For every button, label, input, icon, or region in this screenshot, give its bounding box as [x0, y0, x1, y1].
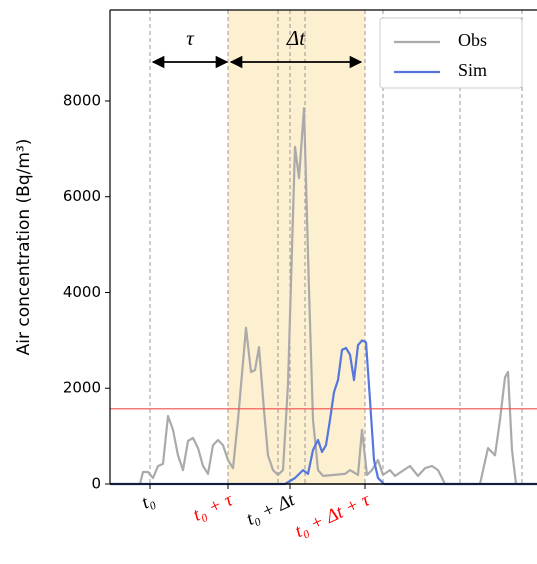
shaded-span [228, 10, 365, 484]
x-tick-label: t₀ [138, 489, 158, 513]
y-tick-label: 4000 [63, 283, 101, 301]
legend-label: Obs [458, 30, 487, 50]
legend-box [379, 17, 523, 89]
y-tick-label: 2000 [63, 379, 101, 397]
y-axis-label: Air concentration (Bq/m³) [14, 139, 34, 356]
legend-label: Sim [458, 60, 487, 80]
x-tick-label: t₀ + Δt [243, 489, 298, 530]
x-tick-label: t₀ + Δt + τ [292, 489, 374, 542]
annotation-label: τ [186, 26, 195, 50]
y-tick-label: 8000 [63, 91, 101, 109]
y-tick-label: 6000 [63, 187, 101, 205]
series-line [110, 107, 537, 486]
x-tick-label: t₀ + τ [190, 489, 237, 526]
y-tick-label: 0 [91, 475, 101, 493]
series-line [110, 339, 537, 486]
annotation-label: Δt [286, 26, 306, 50]
